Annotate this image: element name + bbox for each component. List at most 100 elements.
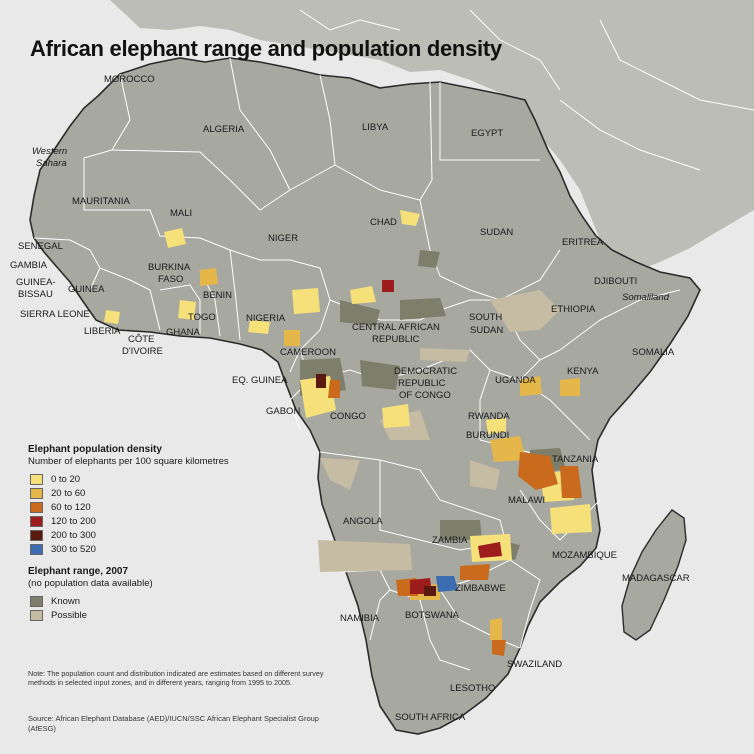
legend-swatch (30, 515, 43, 527)
label-uganda: UGANDA (495, 375, 536, 386)
map-note: Note: The population count and distribut… (28, 669, 324, 687)
label-niger: NIGER (268, 233, 299, 244)
label-car-2: REPUBLIC (372, 334, 420, 345)
legend-label: Known (51, 595, 81, 607)
range-possible (318, 290, 560, 572)
legend-item-density-60-120: 60 to 120 (30, 500, 278, 514)
legend-swatch (30, 609, 43, 621)
label-gabon: GABON (266, 406, 301, 417)
label-western-sahara-2: Sahara (36, 158, 67, 169)
label-cote-2: D'IVOIRE (122, 346, 163, 357)
label-zambia: ZAMBIA (432, 535, 468, 546)
legend-item-density-20-60: 20 to 60 (30, 486, 278, 500)
legend-label: 200 to 300 (51, 529, 96, 541)
label-car-1: CENTRAL AFRICAN (352, 322, 440, 333)
legend-label: 20 to 60 (51, 487, 86, 499)
label-drc-3: OF CONGO (399, 390, 451, 401)
label-madagascar: MADAGASCAR (622, 573, 690, 584)
legend-item-range-known: Known (30, 594, 278, 608)
label-south-sudan-2: SUDAN (470, 325, 504, 336)
label-burundi: BURUNDI (466, 430, 510, 441)
label-djibouti: DJIBOUTI (594, 276, 638, 287)
label-botswana: BOTSWANA (405, 610, 460, 621)
legend-label: Possible (51, 609, 87, 621)
africa-landmass (29, 57, 701, 735)
label-malawi: MALAWI (508, 495, 546, 506)
label-nigeria: NIGERIA (246, 313, 286, 324)
label-rwanda: RWANDA (468, 411, 510, 422)
legend-swatch (30, 473, 43, 485)
label-cameroon: CAMEROON (280, 347, 336, 358)
legend-item-range-possible: Possible (30, 608, 278, 622)
legend-label: 120 to 200 (51, 515, 96, 527)
label-benin: BENIN (203, 290, 233, 301)
label-eritrea: ERITREA (562, 237, 604, 248)
label-swaziland: SWAZILAND (507, 659, 563, 670)
label-chad: CHAD (370, 217, 397, 228)
europe-landmass (110, 0, 754, 270)
map-legend: Elephant population density Number of el… (28, 444, 278, 622)
label-somalia: SOMALIA (632, 347, 675, 358)
label-south-africa: SOUTH AFRICA (395, 712, 466, 723)
label-senegal: SENEGAL (18, 241, 63, 252)
legend-item-density-120-200: 120 to 200 (30, 514, 278, 528)
legend-label: 0 to 20 (51, 473, 81, 485)
label-zimbabwe: ZIMBABWE (455, 583, 506, 594)
label-tanzania: TANZANIA (552, 454, 599, 465)
label-south-sudan-1: SOUTH (469, 312, 503, 323)
label-guinea-bissau-1: GUINEA- (16, 277, 56, 288)
arabia-landmass (560, 100, 754, 240)
label-morocco: MOROCCO (104, 74, 155, 85)
legend-range-subtitle: (no population data available) (28, 578, 153, 589)
legend-swatch (30, 529, 43, 541)
legend-swatch (30, 487, 43, 499)
legend-density-title: Elephant population density (28, 444, 162, 455)
label-drc-1: DEMOCRATIC (394, 366, 458, 377)
legend-swatch (30, 543, 43, 555)
label-angola: ANGOLA (343, 516, 383, 527)
label-sudan: SUDAN (480, 227, 514, 238)
label-namibia: NAMIBIA (340, 613, 380, 624)
label-cote-1: CÔTE (128, 334, 155, 345)
label-mozambique: MOZAMBIQUE (552, 550, 617, 561)
legend-range-title: Elephant range, 2007 (28, 566, 129, 577)
map-title: African elephant range and population de… (30, 36, 502, 61)
map-source: Source: African Elephant Database (AED)/… (28, 714, 319, 733)
label-gambia: GAMBIA (10, 260, 47, 271)
legend-label: 60 to 120 (51, 501, 91, 513)
legend-swatch (30, 501, 43, 513)
legend-item-density-300-520: 300 to 520 (30, 542, 278, 556)
legend-density-subtitle: Number of elephants per 100 square kilom… (28, 456, 229, 467)
label-eq-guinea: EQ. GUINEA (232, 375, 288, 386)
label-libya: LIBYA (362, 122, 389, 133)
label-mauritania: MAURITANIA (72, 196, 130, 207)
label-ghana: GHANA (166, 327, 200, 338)
madagascar-landmass (621, 509, 687, 641)
density-120-200 (382, 280, 502, 594)
label-algeria: ALGERIA (203, 124, 245, 135)
density-200-300 (316, 374, 436, 596)
legend-label: 300 to 520 (51, 543, 96, 555)
label-kenya: KENYA (567, 366, 599, 377)
label-liberia: LIBERIA (84, 326, 121, 337)
legend-item-density-200-300: 200 to 300 (30, 528, 278, 542)
label-togo: TOGO (188, 312, 216, 323)
label-somaliland: Somaliland (622, 292, 669, 303)
label-guinea: GUINEA (68, 284, 105, 295)
label-burkina-1: BURKINA (148, 262, 191, 273)
label-congo: CONGO (330, 411, 366, 422)
label-egypt: EGYPT (471, 128, 504, 139)
label-sierra-leone: SIERRA LEONE (20, 309, 90, 320)
density-300-520 (436, 576, 458, 592)
label-western-sahara-1: Western (32, 146, 68, 157)
northern-borders (299, 9, 754, 171)
label-ethiopia: ETHIOPIA (551, 304, 596, 315)
label-burkina-2: FASO (158, 274, 184, 285)
label-guinea-bissau-2: BISSAU (18, 289, 53, 300)
legend-item-density-0-20: 0 to 20 (30, 472, 278, 486)
legend-swatch (30, 595, 43, 607)
label-drc-2: REPUBLIC (398, 378, 446, 389)
label-mali: MALI (170, 208, 193, 219)
label-lesotho: LESOTHO (450, 683, 496, 694)
